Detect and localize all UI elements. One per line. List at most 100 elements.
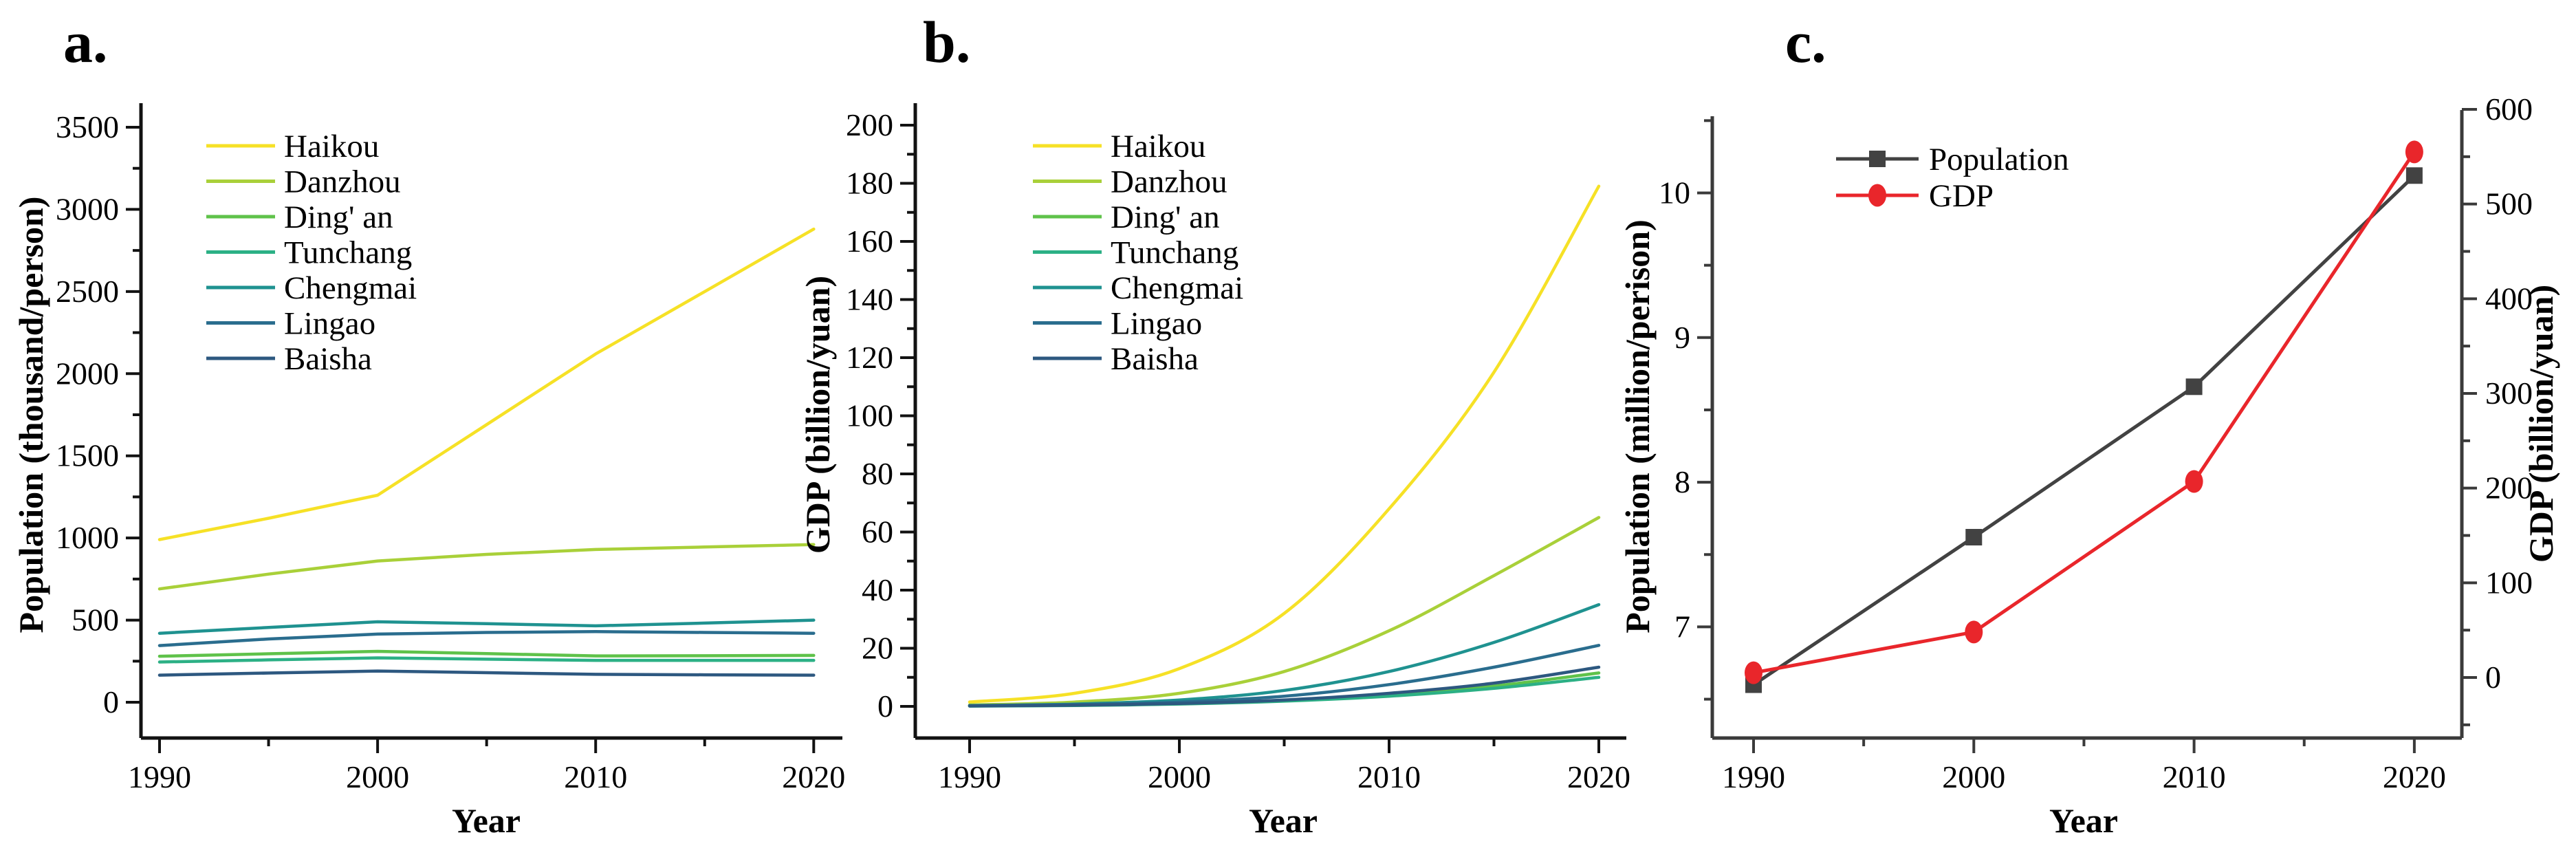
legend-item-population: Population bbox=[1836, 142, 2069, 177]
panel-label-c: c. bbox=[1785, 9, 1826, 75]
y-tick-label: 140 bbox=[846, 282, 893, 317]
axes-b bbox=[913, 103, 1626, 740]
y-tick-label: 100 bbox=[846, 398, 893, 433]
series-b bbox=[968, 184, 1601, 708]
x-tick-label: 2000 bbox=[346, 759, 409, 794]
series-line-gdp bbox=[1751, 150, 2416, 675]
panel-label-a: a. bbox=[63, 9, 108, 75]
legend-item-lingao: Lingao bbox=[206, 306, 375, 342]
x-tick-label: 1990 bbox=[128, 759, 191, 794]
y-tick-label: 180 bbox=[846, 166, 893, 201]
legend-label: Chengmai bbox=[284, 270, 417, 306]
y-axis-title: Population (million/perison) bbox=[1618, 219, 1657, 633]
x-tick-label: 2010 bbox=[1357, 759, 1421, 794]
series-c bbox=[1745, 140, 2423, 693]
series-line-danzhou bbox=[968, 516, 1601, 707]
legend-label: Danzhou bbox=[1111, 164, 1227, 200]
x-tick-label: 2020 bbox=[1567, 759, 1630, 794]
x-tick-label: 2000 bbox=[1942, 759, 2005, 794]
data-point-population bbox=[1965, 529, 1983, 546]
x-tick-label: 1990 bbox=[938, 759, 1001, 794]
legend-label: Baisha bbox=[284, 341, 372, 377]
legend-item-danzhou: Danzhou bbox=[1033, 164, 1227, 200]
y-tick-label: 1500 bbox=[56, 438, 119, 473]
x-tick-label: 2010 bbox=[2163, 759, 2226, 794]
y-tick-label: 160 bbox=[846, 224, 893, 259]
legend-label: Lingao bbox=[284, 306, 375, 342]
tick-labels-b: 1990 2000 2010 2020 0 20 40 60 80 100 120 140 160 180… bbox=[846, 107, 1630, 794]
x-tick-label: 2020 bbox=[2383, 759, 2446, 794]
series-line-lingao bbox=[968, 644, 1601, 708]
series-line-lingao bbox=[157, 630, 816, 647]
legend-item-baisha: Baisha bbox=[206, 341, 372, 377]
y-tick-label: 3500 bbox=[56, 109, 119, 144]
y-tick-label: 2000 bbox=[56, 356, 119, 391]
y-tick-label: 80 bbox=[862, 456, 893, 491]
legend-label: Danzhou bbox=[284, 164, 401, 200]
y2-tick-label: 600 bbox=[2485, 91, 2533, 127]
series-line-haikou bbox=[968, 184, 1601, 704]
y2-tick-label: 500 bbox=[2485, 186, 2533, 221]
legend-label: Ding' an bbox=[284, 199, 393, 235]
legend-item-baisha: Baisha bbox=[1033, 341, 1199, 377]
series-a bbox=[157, 227, 816, 677]
legend-item-lingao: Lingao bbox=[1033, 306, 1202, 342]
y2-axis-title: GDP (billion/yuan) bbox=[2522, 285, 2560, 563]
axis-titles-c: Population (million/perison) GDP (billion… bbox=[1618, 219, 2560, 840]
data-point-gdp bbox=[1745, 661, 1762, 684]
ticks-b bbox=[900, 124, 1600, 753]
legend-label: Baisha bbox=[1111, 341, 1199, 377]
y2-tick-label: 0 bbox=[2485, 660, 2501, 695]
y-tick-label: 60 bbox=[862, 514, 893, 550]
y-tick-label: 1000 bbox=[56, 520, 119, 555]
x-tick-label: 2010 bbox=[564, 759, 627, 794]
y-tick-label: 0 bbox=[103, 684, 119, 719]
y-tick-label: 40 bbox=[862, 572, 893, 607]
x-tick-label: 1990 bbox=[1722, 759, 1785, 794]
legend-item-haikou: Haikou bbox=[1033, 129, 1205, 164]
legend-item-chengmai: Chengmai bbox=[1033, 270, 1243, 306]
legend-marker bbox=[1869, 151, 1886, 167]
y-axis-title: GDP (billion/yuan) bbox=[798, 276, 837, 554]
y-tick-label: 8 bbox=[1674, 464, 1690, 499]
y2-tick-label: 200 bbox=[2485, 470, 2533, 506]
series-line-chengmai bbox=[157, 618, 816, 635]
y2-tick-label: 300 bbox=[2485, 376, 2533, 411]
y-tick-label: 9 bbox=[1674, 320, 1690, 355]
legend-item-chengmai: Chengmai bbox=[206, 270, 417, 306]
axis-titles-b: GDP (billion/yuan) Year bbox=[798, 276, 1318, 840]
y-tick-label: 500 bbox=[72, 603, 119, 638]
legend-item-ding-an: Ding' an bbox=[1033, 199, 1220, 235]
panel-label-b: b. bbox=[923, 9, 971, 75]
legend-label: Tunchang bbox=[284, 235, 412, 271]
x-tick-label: 2000 bbox=[1148, 759, 1211, 794]
legend-item-haikou: Haikou bbox=[206, 129, 379, 164]
ticks-c bbox=[1697, 107, 2477, 753]
y-tick-label: 10 bbox=[1659, 175, 1690, 210]
y-tick-label: 3000 bbox=[56, 191, 119, 226]
legend-label: Ding' an bbox=[1111, 199, 1220, 235]
data-point-population bbox=[2185, 378, 2203, 395]
y2-tick-label: 400 bbox=[2485, 281, 2533, 316]
series-line-chengmai bbox=[968, 603, 1601, 707]
series-line-ding-an bbox=[157, 649, 816, 658]
series-line-baisha bbox=[968, 665, 1601, 708]
x-axis-title: Year bbox=[1249, 801, 1318, 840]
data-point-gdp bbox=[2185, 470, 2203, 493]
axis-titles-a: Population (thousand/person) Year bbox=[12, 197, 521, 840]
legend-item-tunchang: Tunchang bbox=[206, 235, 412, 271]
legend-item-danzhou: Danzhou bbox=[206, 164, 401, 200]
legend-label: Haikou bbox=[284, 129, 379, 164]
tick-labels-a: 1990 2000 2010 2020 0 500 1000 1500 2000 2500 3000… bbox=[56, 109, 845, 794]
y-axis-title: Population (thousand/person) bbox=[12, 197, 50, 633]
y-tick-label: 120 bbox=[846, 340, 893, 375]
y2-tick-label: 100 bbox=[2485, 565, 2533, 600]
series-line-danzhou bbox=[157, 543, 816, 591]
chart-b: 1990 2000 2010 2020 0 20 40 60 80 100 120 140 160 180… bbox=[798, 103, 1630, 840]
legend-label: Chengmai bbox=[1111, 270, 1243, 306]
legend-label: Tunchang bbox=[1111, 235, 1238, 271]
